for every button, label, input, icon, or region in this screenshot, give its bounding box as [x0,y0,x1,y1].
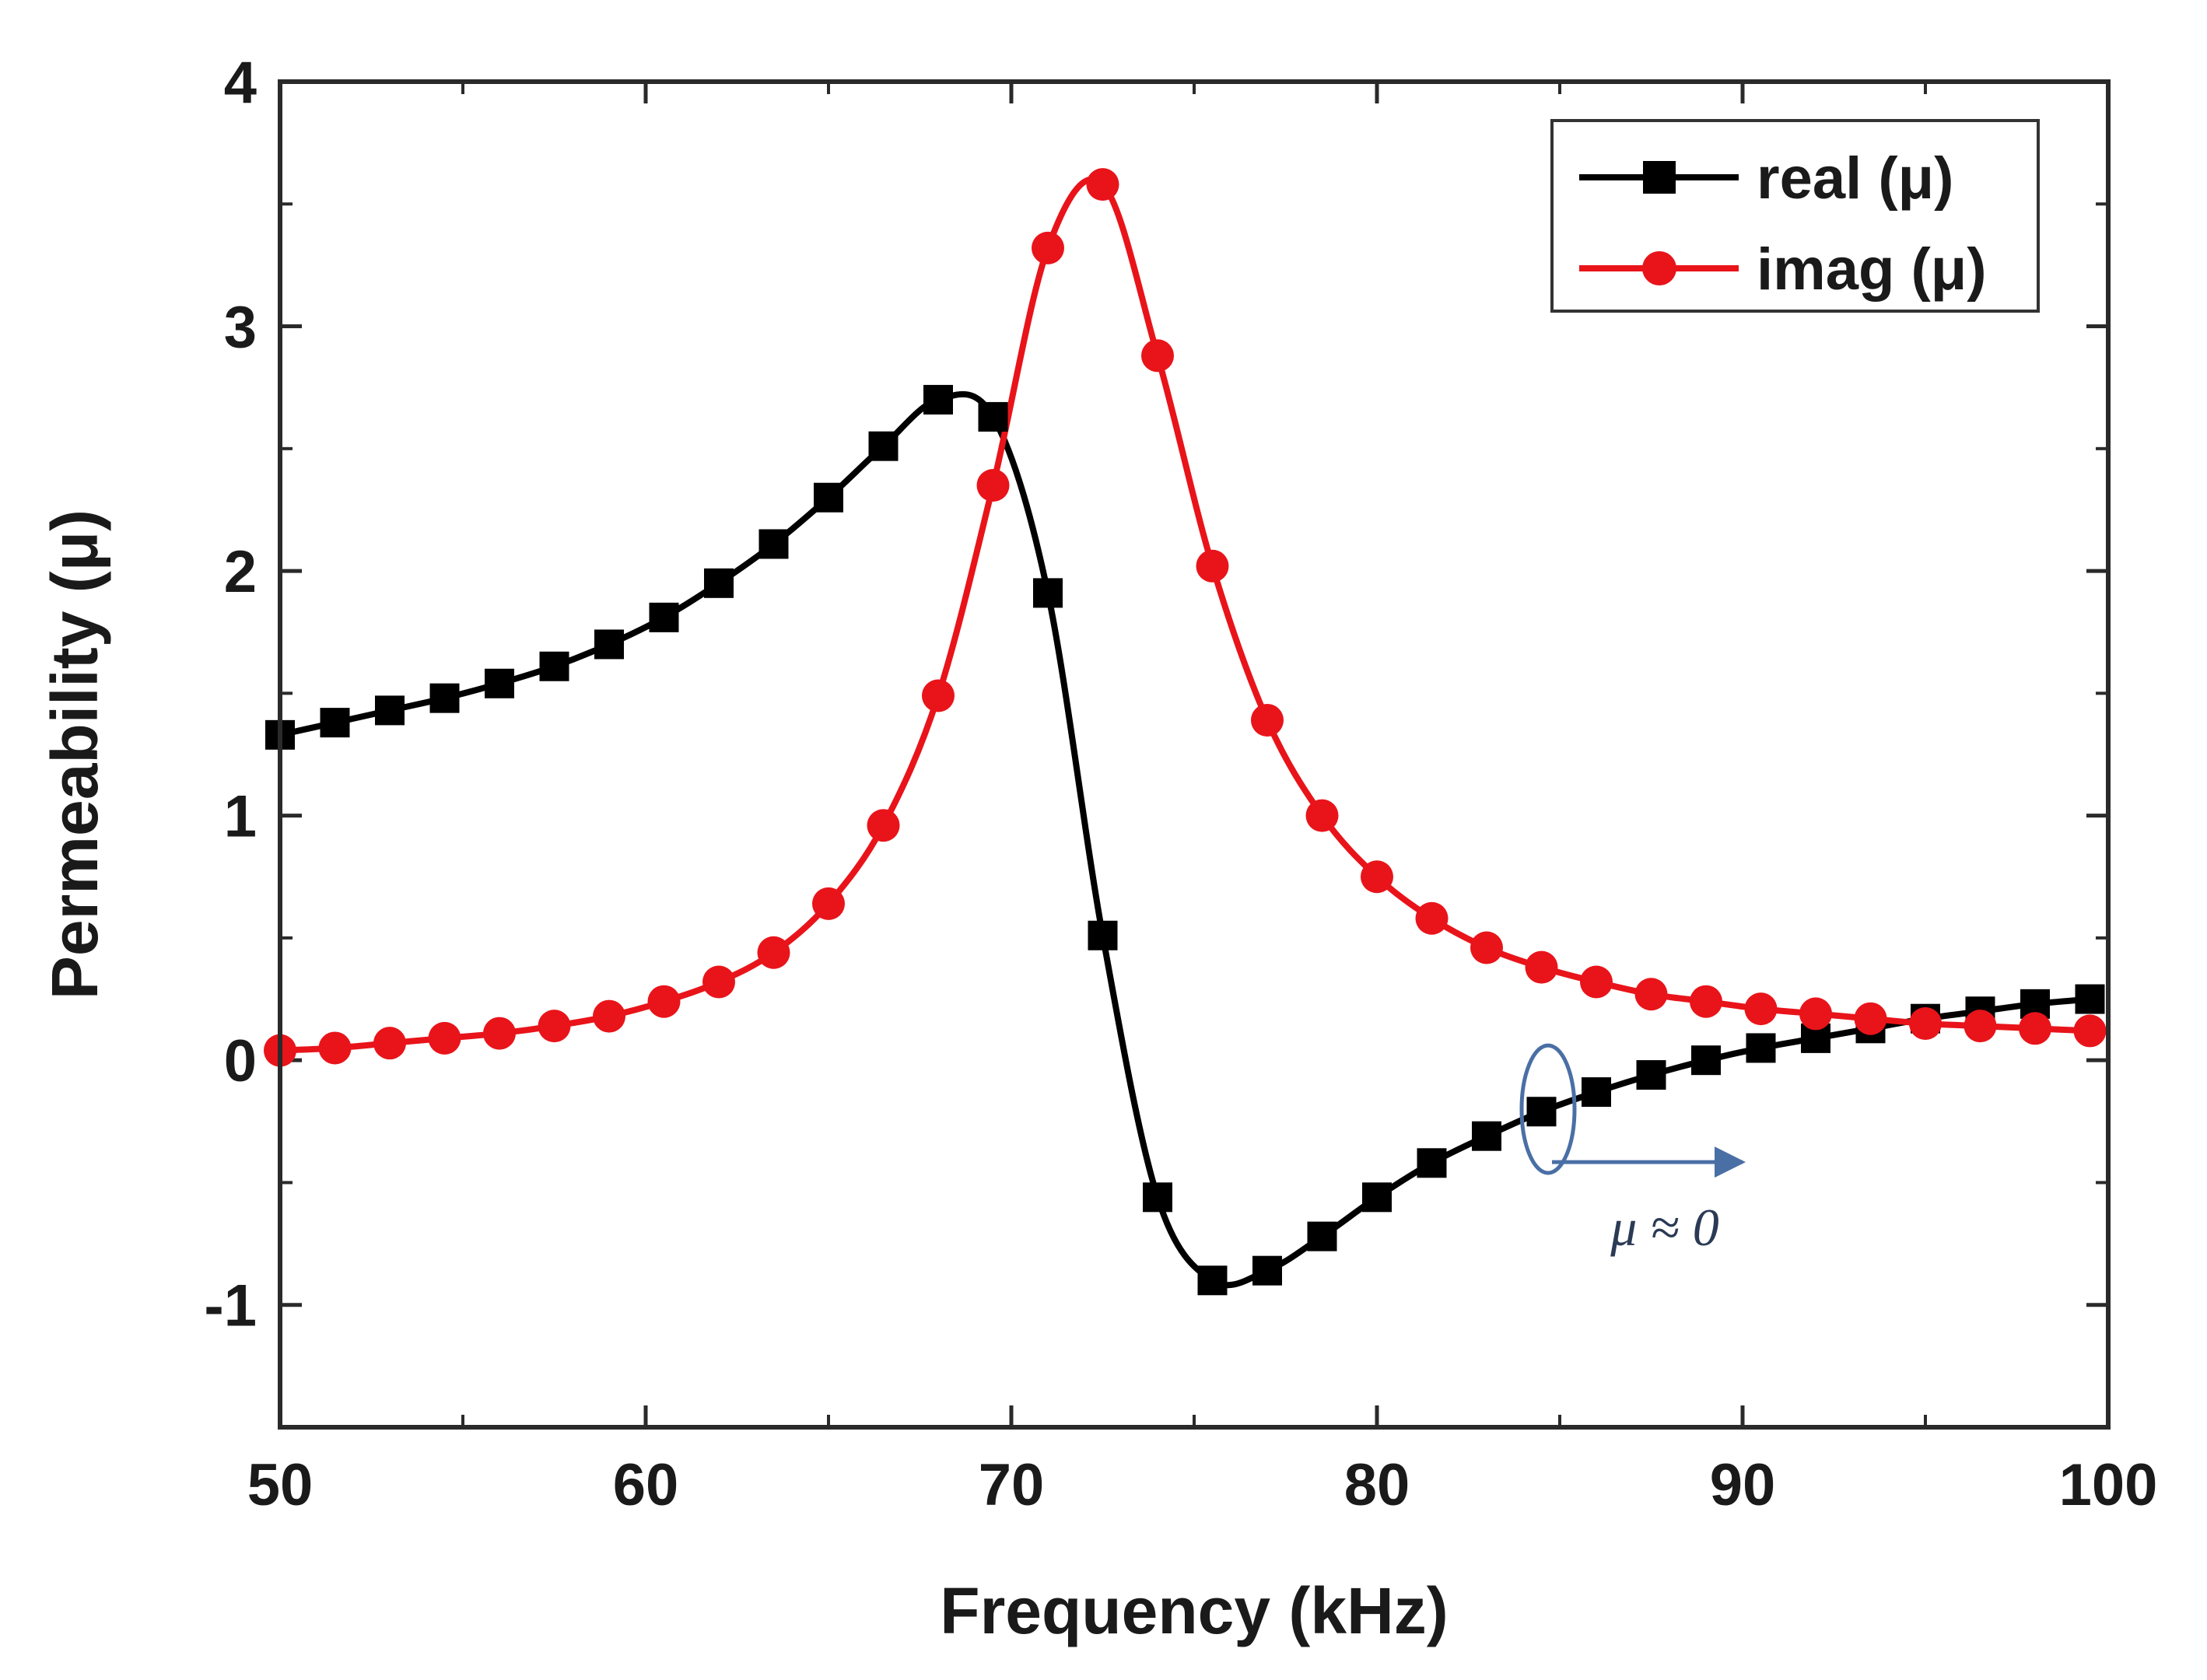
data-point-real [594,629,624,660]
y-tick-label: 1 [224,784,257,850]
data-point-imag [538,1010,571,1043]
data-point-real [1746,1033,1776,1063]
data-point-imag [2073,1014,2107,1048]
annotation-label: μ ≈ 0 [1610,1198,1718,1257]
data-point-imag [428,1021,461,1055]
data-point-imag [812,887,845,920]
data-point-real [923,384,953,415]
y-axis-ticks: -1 0 1 2 3 4 [204,50,2108,1339]
data-point-real [1362,1182,1392,1213]
data-point-real [429,683,460,713]
data-point-real [1472,1121,1501,1151]
data-point-real [1307,1221,1337,1251]
legend-real-label: real (μ) [1757,145,1953,212]
data-point-imag [1141,339,1174,373]
data-point-imag [1799,997,1832,1031]
data-point-imag [1964,1010,1997,1043]
data-point-real [1691,1045,1721,1076]
data-point-imag [702,965,735,999]
legend-box [1550,119,2040,313]
data-point-real [375,695,405,726]
x-tick-label: 80 [1344,1452,1410,1518]
legend-imag-marker [1642,251,1676,285]
data-point-imag [976,469,1010,502]
y-tick-label: 4 [224,50,257,116]
x-tick-label: 60 [613,1452,679,1518]
data-point-real [1143,1182,1172,1213]
data-point-imag [1251,703,1284,737]
x-tick-label: 90 [1710,1452,1776,1518]
data-point-imag [1580,965,1613,999]
series-line-imag [280,176,2090,1054]
x-tick-label: 100 [2059,1452,2158,1518]
data-point-imag [647,985,681,1018]
y-tick-label: 3 [224,295,257,361]
data-point-real [539,651,569,681]
x-tick-label: 50 [247,1452,314,1518]
data-point-imag [1909,1007,1942,1040]
legend-real-marker [1643,161,1676,194]
data-point-imag [1415,901,1449,935]
annotation-ellipse [1519,1043,1577,1175]
data-point-imag [593,999,625,1033]
data-point-imag [1196,549,1229,583]
legend-imag-label: imag (μ) [1757,236,1987,303]
data-point-imag [867,809,900,842]
data-point-imag [1525,950,1558,984]
data-point-real [1636,1060,1666,1090]
data-point-real [2075,984,2105,1014]
plot-frame [278,79,2111,1430]
data-point-real [758,529,789,559]
data-point-imag [1361,860,1393,894]
legend: real (μ) imag (μ) [1550,119,2040,313]
marker-layer [264,168,2107,1296]
data-point-real [1197,1265,1228,1296]
data-point-real [320,708,350,738]
data-point-real [704,568,734,598]
data-point-real [814,482,843,513]
data-point-imag [1634,978,1668,1011]
data-point-real [1526,1097,1557,1127]
data-point-imag [922,679,955,712]
y-tick-label: -1 [204,1273,257,1339]
y-tick-label: 0 [224,1028,257,1094]
data-point-imag [1690,985,1722,1018]
data-point-imag [1470,931,1503,964]
data-point-real [1417,1148,1447,1178]
data-point-imag [1305,799,1339,832]
data-point-real [649,602,679,632]
data-point-real [868,431,899,461]
x-axis-title: Frequency (kHz) [940,1574,1448,1647]
data-point-imag [1744,992,1778,1026]
data-point-imag [483,1017,516,1050]
series-line-real [280,391,2090,1289]
x-axis-ticks: 50 60 70 80 90 100 [247,82,2158,1518]
y-axis-title: Permeability (μ) [38,509,111,999]
series-layer [280,176,2090,1289]
data-point-real [1033,578,1063,608]
data-point-real [1088,920,1118,950]
data-point-imag [1032,231,1064,264]
data-point-imag [2019,1012,2051,1045]
data-point-imag [1086,168,1119,201]
data-point-imag [1854,1002,1887,1035]
data-point-imag [318,1031,352,1065]
y-tick-label: 2 [224,539,257,605]
data-point-real [978,401,1008,432]
data-point-imag [373,1027,406,1060]
data-point-imag [757,936,790,969]
x-tick-label: 70 [979,1452,1045,1518]
data-point-real [1582,1077,1611,1108]
mu-zero-annotation: μ ≈ 0 [1519,1043,1746,1257]
data-point-real [1252,1255,1282,1286]
data-point-real [485,668,514,698]
